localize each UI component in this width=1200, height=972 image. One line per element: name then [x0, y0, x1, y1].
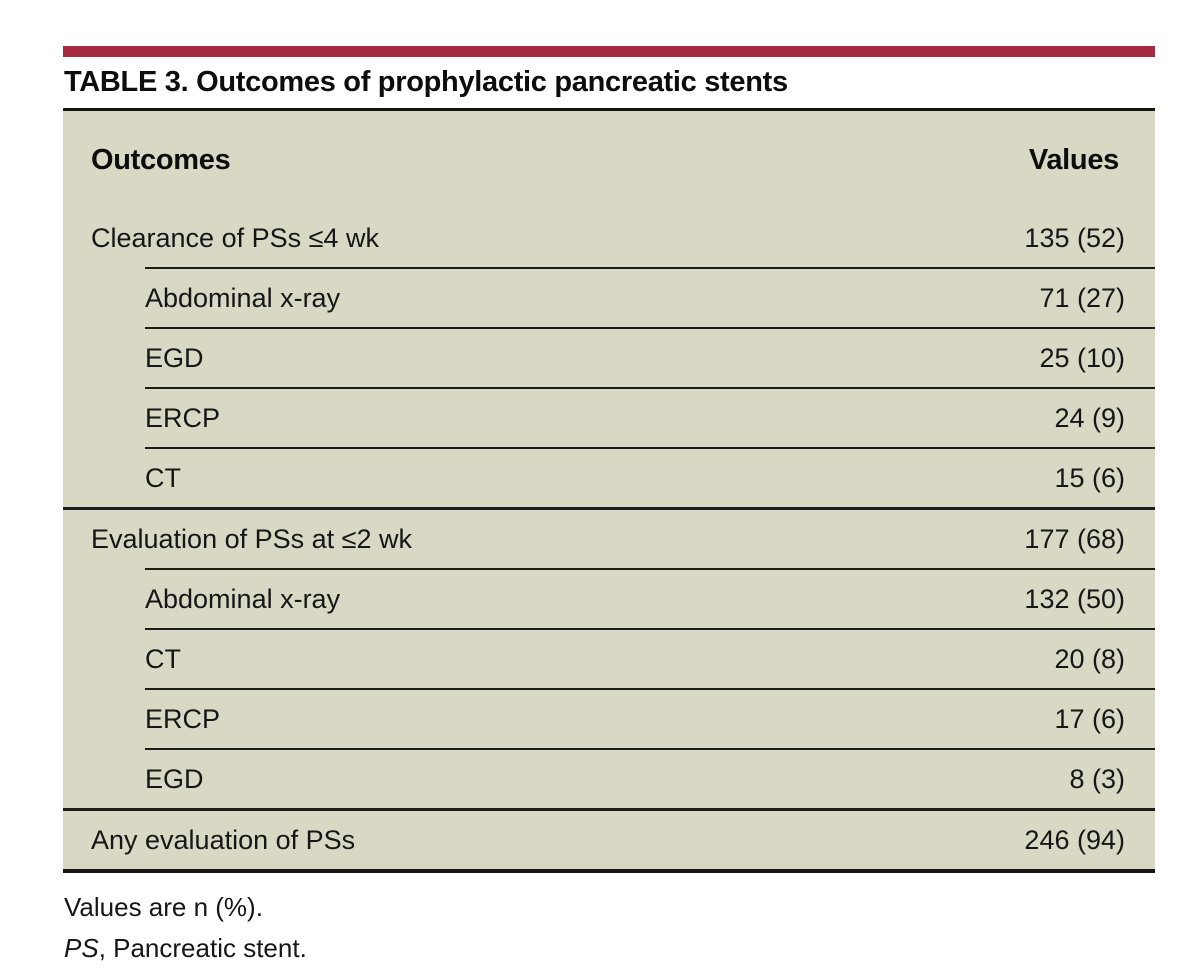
row-label: CT — [145, 462, 181, 493]
outcomes-table: Outcomes Values Clearance of PSs ≤4 wk 1… — [63, 108, 1155, 873]
table-row: ERCP 24 (9) — [63, 389, 1155, 447]
table-title: TABLE 3. Outcomes of prophylactic pancre… — [64, 66, 788, 98]
row-label: Any evaluation of PSs — [91, 824, 356, 855]
table-row: EGD 8 (3) — [63, 750, 1155, 808]
row-divider — [145, 688, 1155, 690]
row-divider — [145, 447, 1155, 449]
abbreviation-definition: , Pancreatic stent. — [98, 933, 307, 963]
section-divider — [63, 507, 1155, 510]
table-header-row: Outcomes Values — [63, 111, 1155, 209]
column-header-values: Values — [1028, 143, 1119, 176]
row-label: ERCP — [145, 402, 221, 433]
row-label: CT — [145, 643, 181, 674]
row-label: Evaluation of PSs at ≤2 wk — [91, 523, 412, 554]
row-value: 15 (6) — [1054, 462, 1125, 493]
table-row: Evaluation of PSs at ≤2 wk 177 (68) — [63, 510, 1155, 568]
row-value: 132 (50) — [1024, 583, 1125, 614]
row-value: 8 (3) — [1069, 763, 1125, 794]
table-row: CT 15 (6) — [63, 449, 1155, 507]
row-value: 20 (8) — [1054, 643, 1125, 674]
table-row: Any evaluation of PSs 246 (94) — [63, 811, 1155, 869]
row-value: 25 (10) — [1039, 342, 1125, 373]
table-row: EGD 25 (10) — [63, 329, 1155, 387]
table-row: CT 20 (8) — [63, 630, 1155, 688]
table-footnotes: Values are n (%). PS, Pancreatic stent. — [63, 887, 1155, 969]
row-label: Clearance of PSs ≤4 wk — [91, 222, 379, 253]
table-row: Abdominal x-ray 71 (27) — [63, 269, 1155, 327]
row-divider — [145, 628, 1155, 630]
row-divider — [145, 568, 1155, 570]
row-divider — [145, 748, 1155, 750]
row-divider — [145, 387, 1155, 389]
row-label: Abdominal x-ray — [145, 583, 341, 614]
table-row: ERCP 17 (6) — [63, 690, 1155, 748]
row-value: 246 (94) — [1024, 824, 1125, 855]
row-value: 71 (27) — [1039, 282, 1125, 313]
row-divider — [145, 327, 1155, 329]
row-label: EGD — [145, 763, 204, 794]
table-row: Abdominal x-ray 132 (50) — [63, 570, 1155, 628]
table-figure: TABLE 3. Outcomes of prophylactic pancre… — [63, 0, 1155, 969]
footnote-abbreviation: PS, Pancreatic stent. — [64, 928, 1155, 969]
table-row: Clearance of PSs ≤4 wk 135 (52) — [63, 209, 1155, 267]
row-label: ERCP — [145, 703, 221, 734]
row-value: 24 (9) — [1054, 402, 1125, 433]
abbreviation-term: PS — [64, 933, 99, 963]
row-value: 17 (6) — [1054, 703, 1125, 734]
row-label: Abdominal x-ray — [145, 282, 341, 313]
row-divider — [145, 267, 1155, 269]
section-divider — [63, 808, 1155, 811]
column-header-outcomes: Outcomes — [91, 143, 231, 176]
footnote-values: Values are n (%). — [64, 892, 263, 922]
row-label: EGD — [145, 342, 204, 373]
accent-bar — [63, 46, 1155, 57]
row-value: 135 (52) — [1024, 222, 1125, 253]
row-value: 177 (68) — [1024, 523, 1125, 554]
